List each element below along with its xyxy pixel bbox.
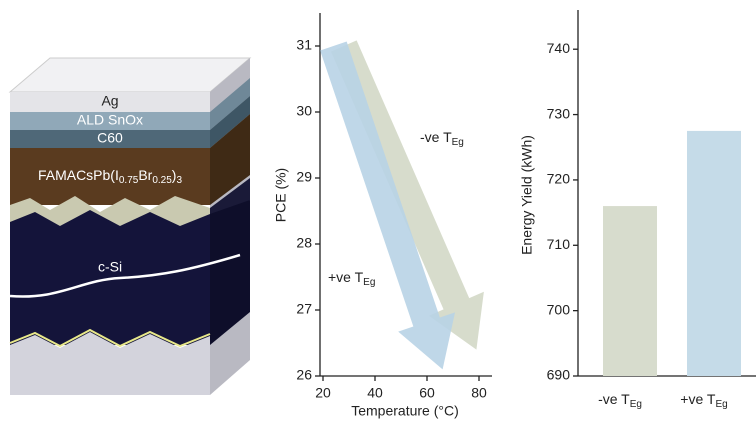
- y-tick-label: 27: [296, 301, 312, 317]
- layer-side: [210, 200, 250, 345]
- layer-label: ALD SnOx: [77, 112, 143, 128]
- arrow-label: Eg: [452, 137, 464, 148]
- layer-label: FAMACsPb(I0.75Br0.25)3: [38, 167, 183, 186]
- y-tick-label: 30: [296, 103, 312, 119]
- bar: [603, 206, 657, 376]
- interface-line: [9, 328, 211, 348]
- y-axis-label: PCE (%): [273, 168, 289, 222]
- formula: Br: [138, 167, 152, 183]
- layer-label: C60: [97, 130, 123, 146]
- arrow-label: +ve TEg: [328, 269, 375, 288]
- y-tick-label: 29: [296, 169, 312, 185]
- x-tick-label: -ve T: [598, 391, 630, 407]
- arrow-label: -ve TEg: [420, 129, 464, 148]
- layer-snox: [10, 112, 210, 130]
- layer-ag: [10, 92, 210, 112]
- formula: ): [172, 167, 177, 183]
- x-axis-label: Temperature (°C): [351, 403, 459, 419]
- arrow-label: +ve T: [328, 269, 364, 285]
- y-tick-label: 31: [296, 37, 312, 53]
- arrow-label: -ve T: [420, 129, 452, 145]
- formula: 0.75: [119, 175, 139, 186]
- y-tick-label: 710: [547, 236, 571, 252]
- y-tick-label: 26: [296, 367, 312, 383]
- layer-perovskite: [10, 148, 210, 205]
- x-tick-label: Eg: [630, 399, 642, 410]
- x-tick-label: +ve T: [680, 391, 716, 407]
- layer-side: [210, 78, 250, 130]
- y-tick-label: 720: [547, 171, 571, 187]
- y-tick-label: 28: [296, 235, 312, 251]
- x-tick-label: Eg: [715, 399, 727, 410]
- formula: 0.25: [152, 175, 172, 186]
- y-tick-label: 690: [547, 367, 571, 383]
- bottom-layer: [10, 332, 210, 395]
- arrow-label: Eg: [363, 277, 375, 288]
- bar: [687, 130, 741, 376]
- layer-top: [8, 57, 252, 93]
- x-tick-label: -ve TEg: [598, 391, 642, 410]
- layer-label: c-Si: [98, 259, 122, 275]
- x-tick-label: 20: [315, 385, 331, 401]
- x-tick-label: 60: [419, 385, 435, 401]
- stack-diagram: Ag ALD SnOx C60 FAMACsPb(I0.75Br0.25)3 c…: [8, 57, 252, 395]
- y-tick-label: 740: [547, 40, 571, 56]
- y-axis-label: Energy Yield (kWh): [519, 135, 535, 255]
- layer-label: Ag: [101, 93, 118, 109]
- interface-line: [9, 253, 241, 298]
- layer-side: [210, 96, 250, 148]
- x-tick-label: 80: [471, 385, 487, 401]
- y-tick-label: 700: [547, 301, 571, 317]
- pce-arrow: [320, 41, 456, 370]
- y-tick-label: 730: [547, 105, 571, 121]
- layer-side: [210, 114, 250, 205]
- x-tick-label: +ve TEg: [680, 391, 727, 410]
- formula: 3: [176, 175, 182, 186]
- x-tick-label: 40: [367, 385, 383, 401]
- formula: FAMACsPb(I: [38, 167, 119, 183]
- layer-c60: [10, 130, 210, 148]
- layer-si: [10, 210, 210, 345]
